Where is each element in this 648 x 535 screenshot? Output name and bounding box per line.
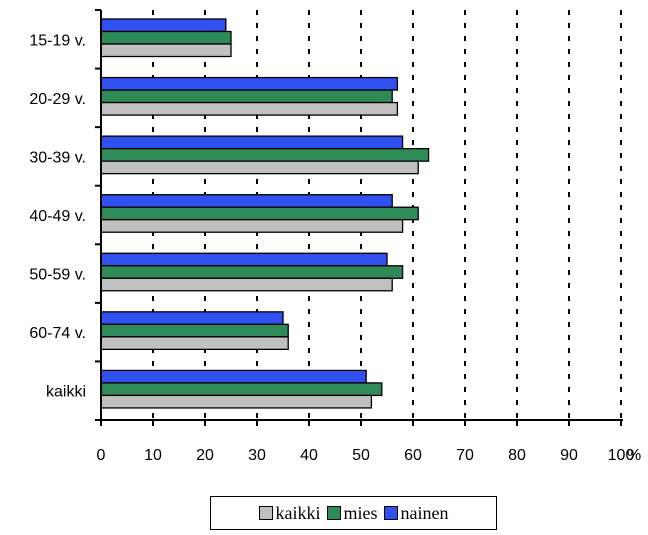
- legend-entry-mies: mies: [326, 502, 378, 524]
- x-tick-label-0: 0: [97, 447, 106, 464]
- y-tick-label-5: 60-74 v.: [29, 325, 86, 342]
- bar-nainen-2: [100, 135, 404, 150]
- legend-entry-nainen: nainen: [383, 502, 449, 524]
- legend-swatch-kaikki: [258, 506, 273, 520]
- x-tick-label-90: 90: [560, 447, 578, 464]
- bar-mies-5: [100, 323, 289, 338]
- axes: [95, 9, 623, 426]
- bar-kaikki-4: [100, 277, 393, 292]
- x-tick-label-60: 60: [404, 447, 422, 464]
- bar-kaikki-2: [100, 160, 419, 175]
- x-tick-label-100: 100: [608, 447, 635, 464]
- tick-labels: 15-19 v. 20-29 v. 30-39 v. 40-49 v. 50-59 v.…: [29, 32, 634, 464]
- x-tick-label-50: 50: [352, 447, 370, 464]
- bar-kaikki-6: [100, 394, 373, 409]
- bar-mies-0: [100, 30, 232, 45]
- x-unit-label: %: [627, 447, 641, 464]
- bar-chart: 15-19 v. 20-29 v. 30-39 v. 40-49 v. 50-59 v.…: [29, 9, 641, 464]
- legend-label-kaikki: kaikki: [275, 502, 321, 523]
- x-tick-label-40: 40: [300, 447, 318, 464]
- x-tick-label-70: 70: [456, 447, 474, 464]
- bar-mies-1: [100, 89, 393, 104]
- bar-nainen-3: [100, 194, 393, 208]
- legend-swatch-nainen: [383, 506, 398, 520]
- legend-label-mies: mies: [343, 502, 378, 523]
- y-tick-label-0: 15-19 v.: [29, 32, 86, 49]
- bar-mies-6: [100, 382, 383, 397]
- legend-entry-kaikki: kaikki: [258, 502, 321, 524]
- y-tick-label-3: 40-49 v.: [29, 208, 86, 225]
- bar-mies-4: [100, 265, 404, 279]
- bar-nainen-1: [100, 76, 399, 91]
- bar-mies-3: [100, 206, 419, 221]
- y-tick-label-1: 20-29 v.: [29, 91, 86, 108]
- legend-swatch-mies: [326, 506, 341, 520]
- bar-mies-2: [100, 147, 430, 162]
- bars: [100, 18, 430, 409]
- bar-kaikki-5: [100, 336, 289, 351]
- x-tick-label-10: 10: [144, 447, 162, 464]
- bar-nainen-0: [100, 18, 227, 33]
- bar-nainen-5: [100, 311, 284, 326]
- y-tick-label-2: 30-39 v.: [29, 149, 86, 166]
- legend: kaikki mies nainen: [210, 496, 497, 530]
- bar-kaikki-1: [100, 101, 399, 116]
- bar-kaikki-0: [100, 43, 232, 58]
- bar-nainen-4: [100, 252, 388, 267]
- legend-label-nainen: nainen: [400, 502, 449, 523]
- x-tick-label-30: 30: [248, 447, 266, 464]
- x-tick-label-20: 20: [196, 447, 214, 464]
- bar-kaikki-3: [100, 219, 404, 233]
- y-tick-label-6: kaikki: [46, 384, 86, 401]
- y-tick-label-4: 50-59 v.: [29, 267, 86, 284]
- bar-nainen-6: [100, 369, 367, 384]
- x-tick-label-80: 80: [508, 447, 526, 464]
